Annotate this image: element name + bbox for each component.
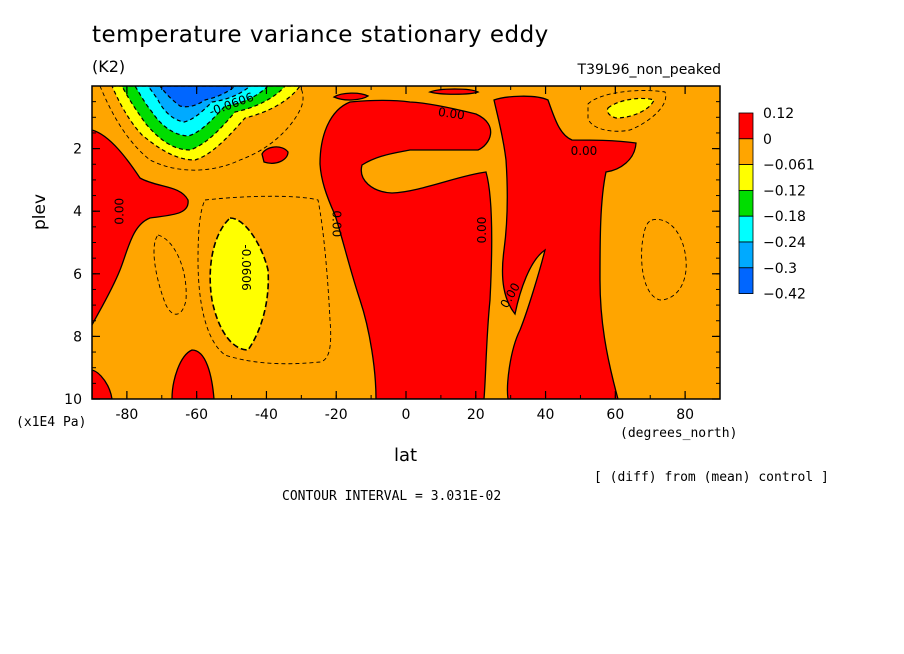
- dashed-contour-4: [587, 90, 667, 132]
- dashed-contours: [99, 86, 687, 365]
- y-tick-label: 2: [73, 142, 82, 158]
- colorbar-level-label: −0.42: [763, 287, 806, 303]
- colorbar-level-label: 0.12: [763, 106, 794, 122]
- field-red-central: [319, 99, 493, 399]
- contour-label: 0.00: [475, 217, 489, 244]
- contour-label: -0.0606: [239, 244, 253, 290]
- x-axis-label: lat: [394, 445, 418, 466]
- x-tick-label: -20: [325, 407, 348, 423]
- experiment-name: T39L96_non_peaked: [577, 62, 721, 78]
- axes: -80 -60 -40 -20 0 20 40 60 80 2 4 6 8 10: [64, 85, 721, 423]
- dashed-contour-1: [99, 86, 304, 171]
- colorbar-level-label: −0.24: [763, 235, 806, 251]
- x-tick-label: 80: [676, 407, 694, 423]
- y-tick-label: 10: [64, 392, 82, 408]
- contour-fields: [92, 86, 720, 399]
- colorbar-level-label: −0.3: [763, 261, 797, 277]
- colorbar-swatch: [738, 241, 754, 269]
- x-axis-units: (degrees_north): [620, 426, 738, 441]
- field-red-east: [493, 95, 637, 399]
- colorbar-swatch: [738, 267, 754, 294]
- colorbar-swatch: [738, 189, 754, 217]
- x-tick-label: 0: [402, 407, 411, 423]
- colorbar-swatch: [738, 138, 754, 166]
- chart-units: (K2): [92, 57, 126, 76]
- diff-note: [ (diff) from (mean) control ]: [594, 470, 829, 485]
- field-red-top-strip: [428, 88, 480, 95]
- colorbar-swatch: [738, 112, 754, 140]
- x-tick-label: 20: [467, 407, 485, 423]
- colorbar-level-label: −0.061: [763, 158, 815, 174]
- colorbar-level-label: −0.12: [763, 183, 806, 199]
- colorbar-level-label: −0.18: [763, 209, 806, 225]
- contour-label: 0.00: [571, 144, 598, 158]
- field-red-southwest-edge: [92, 369, 113, 399]
- y-tick-label: 8: [73, 329, 82, 345]
- colorbar-swatch: [738, 215, 754, 243]
- dashed-contour-5: [641, 219, 687, 301]
- contour-label: 0.00: [330, 210, 344, 237]
- colorbar-legend: 0.12 0 −0.061 −0.12 −0.18 −0.24 −0.3 −0.42: [738, 106, 815, 303]
- chart-title: temperature variance stationary eddy: [92, 22, 549, 48]
- contour-label: 0.00: [112, 198, 126, 225]
- dashed-contour-2: [153, 234, 187, 315]
- field-red-southwest: [171, 349, 215, 399]
- colorbar-level-label: 0: [763, 132, 772, 148]
- field-yellow-northeast: [606, 97, 655, 119]
- x-tick-label: 40: [537, 407, 555, 423]
- field-red-northcentral: [332, 92, 370, 101]
- y-axis-units: (x1E4 Pa): [16, 415, 87, 430]
- y-tick-label: 4: [73, 204, 82, 220]
- contour-interval: CONTOUR INTERVAL = 3.031E-02: [282, 489, 502, 504]
- contour-label: 0.00: [437, 105, 465, 123]
- field-red-blob: [261, 146, 289, 164]
- field-blue: [159, 86, 236, 108]
- x-tick-label: -80: [115, 407, 138, 423]
- dashed-contour-3: [197, 195, 332, 365]
- field-yellow-southwest: [209, 217, 270, 351]
- x-tick-label: -60: [185, 407, 208, 423]
- field-red-west: [92, 129, 189, 326]
- colorbar-swatch: [738, 164, 754, 191]
- x-tick-label: -40: [255, 407, 278, 423]
- y-tick-label: 6: [73, 267, 82, 283]
- x-tick-label: 60: [606, 407, 624, 423]
